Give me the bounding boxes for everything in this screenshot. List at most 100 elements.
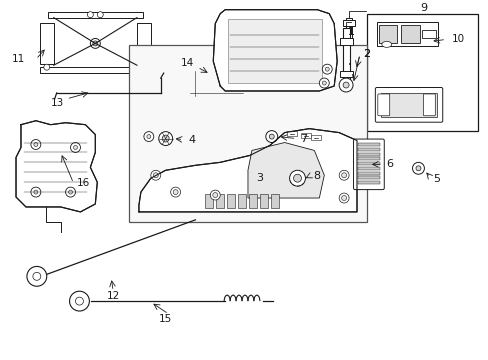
Text: 9: 9 — [419, 3, 426, 13]
Circle shape — [339, 193, 348, 203]
Bar — [357, 143, 379, 146]
Polygon shape — [185, 66, 246, 96]
Bar — [301, 132, 311, 138]
Bar — [343, 28, 349, 79]
Circle shape — [212, 193, 217, 198]
Circle shape — [159, 132, 172, 145]
Text: 4: 4 — [188, 135, 195, 145]
Bar — [357, 176, 379, 179]
FancyBboxPatch shape — [375, 87, 442, 122]
Circle shape — [293, 174, 301, 182]
Bar — [343, 55, 354, 61]
Circle shape — [141, 64, 146, 70]
Bar — [340, 39, 352, 45]
FancyBboxPatch shape — [423, 94, 434, 116]
Circle shape — [289, 170, 305, 186]
Text: 12: 12 — [106, 291, 120, 301]
Circle shape — [341, 195, 346, 201]
Circle shape — [44, 64, 50, 70]
Bar — [400, 24, 420, 44]
Ellipse shape — [381, 41, 391, 48]
Bar — [366, 14, 477, 131]
Circle shape — [73, 145, 77, 149]
Bar — [378, 24, 396, 44]
Circle shape — [162, 135, 169, 142]
Circle shape — [343, 82, 348, 88]
Circle shape — [173, 190, 178, 194]
Bar — [343, 19, 354, 26]
Circle shape — [97, 12, 103, 18]
Bar — [48, 12, 142, 18]
Circle shape — [265, 131, 277, 143]
Circle shape — [341, 173, 346, 178]
Circle shape — [34, 143, 38, 147]
Bar — [357, 181, 379, 184]
Circle shape — [342, 64, 355, 78]
Text: 10: 10 — [451, 35, 465, 44]
Bar — [357, 148, 379, 151]
Text: 1: 1 — [347, 27, 354, 37]
Bar — [422, 30, 435, 39]
Circle shape — [90, 39, 100, 48]
Circle shape — [27, 266, 47, 286]
Circle shape — [339, 170, 348, 180]
Bar — [248, 194, 256, 208]
Bar — [238, 194, 245, 208]
Bar — [228, 19, 322, 83]
Bar — [137, 23, 150, 64]
Bar — [346, 18, 351, 63]
Circle shape — [65, 187, 75, 197]
Bar — [357, 162, 379, 165]
Text: 2: 2 — [362, 49, 369, 59]
Circle shape — [31, 140, 41, 149]
Text: 15: 15 — [159, 314, 172, 324]
Polygon shape — [213, 10, 337, 91]
Bar — [227, 194, 235, 208]
Bar — [40, 67, 150, 73]
Circle shape — [75, 297, 83, 305]
Bar — [380, 93, 436, 117]
Circle shape — [319, 78, 328, 88]
Circle shape — [412, 162, 424, 174]
FancyBboxPatch shape — [377, 94, 389, 116]
Circle shape — [322, 64, 331, 74]
Polygon shape — [247, 143, 324, 198]
Bar — [311, 135, 321, 140]
Polygon shape — [139, 129, 356, 212]
Circle shape — [345, 68, 352, 75]
Circle shape — [31, 187, 41, 197]
Text: 2: 2 — [362, 49, 369, 59]
Bar — [376, 22, 437, 46]
Text: 1: 1 — [347, 27, 354, 37]
Bar — [286, 131, 296, 136]
Circle shape — [153, 173, 158, 178]
FancyBboxPatch shape — [353, 139, 384, 190]
Bar — [357, 167, 379, 170]
Bar — [40, 23, 54, 64]
Text: 5: 5 — [432, 174, 439, 184]
Text: 6: 6 — [386, 159, 393, 169]
Circle shape — [210, 190, 220, 200]
Bar — [216, 194, 224, 208]
Circle shape — [146, 135, 150, 139]
Bar — [129, 45, 366, 222]
Circle shape — [269, 134, 274, 139]
Bar — [205, 194, 213, 208]
Bar — [270, 194, 278, 208]
Circle shape — [143, 132, 154, 141]
Bar — [259, 194, 267, 208]
Bar — [357, 157, 379, 160]
Bar — [340, 71, 352, 77]
Text: 3: 3 — [256, 173, 263, 183]
Circle shape — [150, 170, 161, 180]
Circle shape — [415, 166, 420, 171]
Text: 16: 16 — [76, 178, 90, 188]
Circle shape — [93, 41, 98, 46]
Circle shape — [322, 81, 325, 85]
Circle shape — [87, 12, 93, 18]
Bar — [357, 153, 379, 156]
Circle shape — [70, 143, 81, 152]
Circle shape — [170, 187, 180, 197]
Circle shape — [34, 190, 38, 194]
Text: 7: 7 — [300, 134, 307, 144]
